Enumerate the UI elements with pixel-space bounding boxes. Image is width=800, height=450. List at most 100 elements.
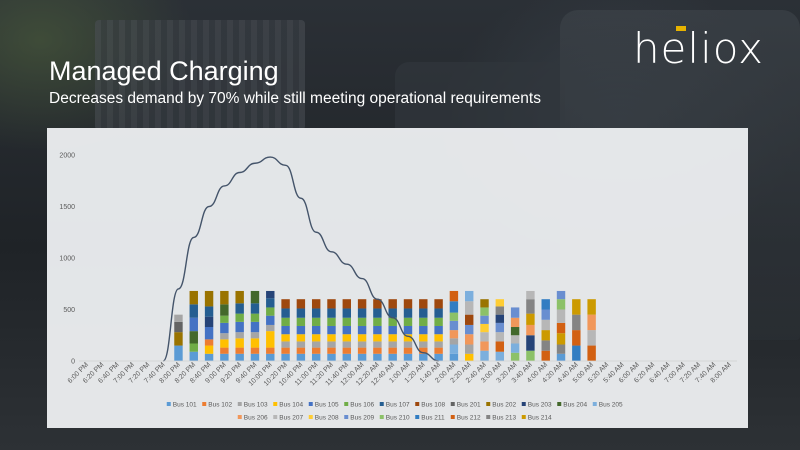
bar-segment — [220, 347, 229, 354]
bar-segment — [357, 299, 367, 309]
bar-segment — [403, 347, 413, 354]
legend-swatch — [344, 402, 349, 406]
chart-panel: 0 500 1000 1500 2000 6:00 PM 6:20 PM 6:40 PM 7:0… — [47, 128, 748, 428]
legend-swatch — [557, 402, 562, 406]
bar-segment — [311, 308, 321, 318]
bar-segment — [281, 299, 290, 309]
bar-segment — [266, 298, 275, 308]
bar-segment — [296, 308, 306, 318]
bar-segment — [403, 308, 413, 318]
legend-label: Bus 106 — [350, 402, 374, 409]
bar-segment — [495, 332, 505, 342]
bar-segment — [434, 299, 443, 309]
bar-segment — [526, 335, 535, 351]
bar-segment — [189, 343, 198, 352]
legend-swatch — [486, 402, 491, 406]
legend-swatch — [202, 402, 207, 406]
bar-segment — [388, 299, 397, 309]
bar-segment — [174, 345, 183, 361]
legend-label: Bus 209 — [350, 415, 374, 422]
bar-segment — [311, 325, 321, 335]
bar-segment — [327, 334, 336, 342]
legend-label: Bus 203 — [528, 402, 552, 409]
y-tick-label: 500 — [63, 307, 75, 314]
bar-segment — [235, 321, 244, 333]
bar-segment — [342, 308, 351, 318]
bar-segment — [465, 324, 474, 335]
bar-segment — [495, 341, 505, 352]
bar-segment — [296, 341, 306, 348]
bar-segment — [311, 353, 321, 361]
legend-swatch — [273, 402, 278, 406]
bar-segment — [311, 334, 321, 342]
legend-label: Bus 107 — [386, 402, 410, 409]
legend-label: Bus 214 — [528, 415, 552, 422]
bar-segment — [296, 299, 306, 309]
bar-segment — [480, 299, 489, 308]
bar-segment — [449, 353, 459, 361]
bar-segment — [495, 306, 505, 315]
bar-segment — [342, 325, 351, 335]
bar-segment — [556, 309, 566, 323]
bar-segment — [235, 347, 244, 354]
bar-segment — [311, 341, 321, 348]
legend-label: Bus 204 — [563, 402, 587, 409]
legend-swatch — [521, 415, 526, 419]
bar-segment — [449, 290, 459, 302]
bar-segment — [327, 308, 336, 318]
bar-segment — [296, 317, 306, 326]
bar-segment — [357, 341, 367, 348]
bar-segment — [419, 317, 428, 326]
bar-segment — [266, 307, 275, 316]
bar-segment — [556, 333, 566, 345]
slide-title: Managed Charging — [49, 56, 279, 86]
bar-segment — [510, 343, 520, 353]
legend-swatch — [415, 402, 420, 406]
bar-segment — [465, 290, 474, 302]
bar-segment — [250, 353, 260, 361]
bar-segment — [526, 299, 535, 314]
bar-segment — [572, 345, 581, 361]
bar-segment — [572, 314, 581, 331]
bar-segment — [480, 341, 489, 351]
bar-segment — [495, 299, 505, 307]
bar-segment — [541, 330, 550, 341]
legend-swatch — [166, 402, 171, 406]
bar-segment — [480, 332, 489, 342]
legend-swatch — [308, 415, 313, 419]
bar-segment — [296, 334, 306, 342]
bar-segment — [327, 347, 336, 354]
bar-segment — [403, 341, 413, 348]
legend-label: Bus 201 — [457, 402, 481, 409]
bar-segment — [541, 340, 550, 351]
bar-segment — [510, 317, 520, 328]
bar-segment — [357, 353, 367, 361]
bar-segment — [281, 341, 290, 348]
bar-segment — [434, 334, 443, 342]
bar-segment — [373, 347, 382, 354]
bar-segment — [388, 317, 397, 326]
demand-line — [162, 156, 439, 362]
bar-segment — [174, 321, 183, 333]
bar-segment — [189, 331, 198, 344]
bar-segment — [266, 315, 275, 325]
legend-label: Bus 205 — [599, 402, 623, 409]
y-tick-label: 0 — [71, 359, 75, 366]
bar-segment — [327, 341, 336, 348]
bar-segment — [495, 314, 505, 323]
bar-segment — [189, 304, 198, 318]
bar-segment — [373, 353, 382, 361]
bar-segment — [296, 325, 306, 335]
bar-segment — [526, 290, 535, 300]
bar-segment — [204, 316, 214, 328]
bar-segment — [250, 321, 260, 333]
legend-label: Bus 108 — [421, 402, 445, 409]
bar-segment — [419, 325, 428, 335]
bar-segment — [510, 335, 520, 344]
bar-segment — [357, 334, 367, 342]
bar-segment — [480, 315, 489, 324]
bar-segment — [266, 290, 275, 299]
heliox-logo: heliox — [633, 24, 764, 73]
legend-label: Bus 202 — [492, 402, 516, 409]
bar-segment — [388, 334, 397, 342]
